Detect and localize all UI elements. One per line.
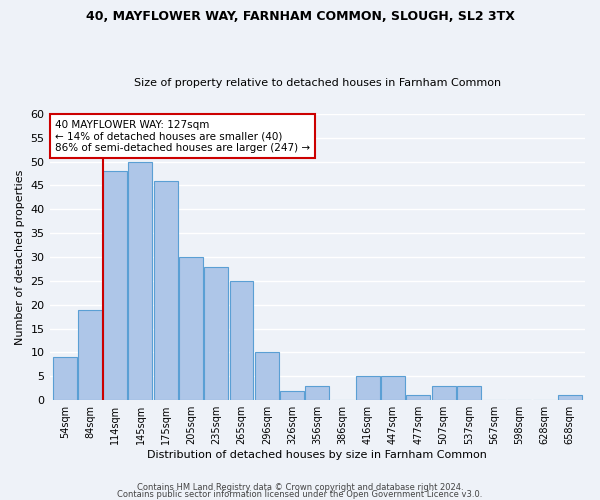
Title: Size of property relative to detached houses in Farnham Common: Size of property relative to detached ho… (134, 78, 501, 88)
X-axis label: Distribution of detached houses by size in Farnham Common: Distribution of detached houses by size … (148, 450, 487, 460)
Bar (179, 257, 203, 400)
Bar (558, 396, 582, 400)
Text: Contains public sector information licensed under the Open Government Licence v3: Contains public sector information licen… (118, 490, 482, 499)
Text: Contains HM Land Registry data © Crown copyright and database right 2024.: Contains HM Land Registry data © Crown c… (137, 484, 463, 492)
Bar (356, 376, 380, 400)
Bar (204, 266, 228, 400)
Bar (305, 386, 329, 400)
Bar (128, 162, 152, 400)
Y-axis label: Number of detached properties: Number of detached properties (15, 170, 25, 344)
Bar (230, 281, 253, 400)
Bar (255, 352, 279, 400)
Text: 40 MAYFLOWER WAY: 127sqm
← 14% of detached houses are smaller (40)
86% of semi-d: 40 MAYFLOWER WAY: 127sqm ← 14% of detach… (55, 120, 310, 152)
Bar (431, 386, 455, 400)
Bar (280, 390, 304, 400)
Bar (53, 357, 77, 400)
Bar (457, 386, 481, 400)
Bar (78, 310, 102, 400)
Bar (154, 180, 178, 400)
Bar (406, 396, 430, 400)
Bar (103, 171, 127, 400)
Text: 40, MAYFLOWER WAY, FARNHAM COMMON, SLOUGH, SL2 3TX: 40, MAYFLOWER WAY, FARNHAM COMMON, SLOUG… (86, 10, 514, 23)
Bar (381, 376, 405, 400)
